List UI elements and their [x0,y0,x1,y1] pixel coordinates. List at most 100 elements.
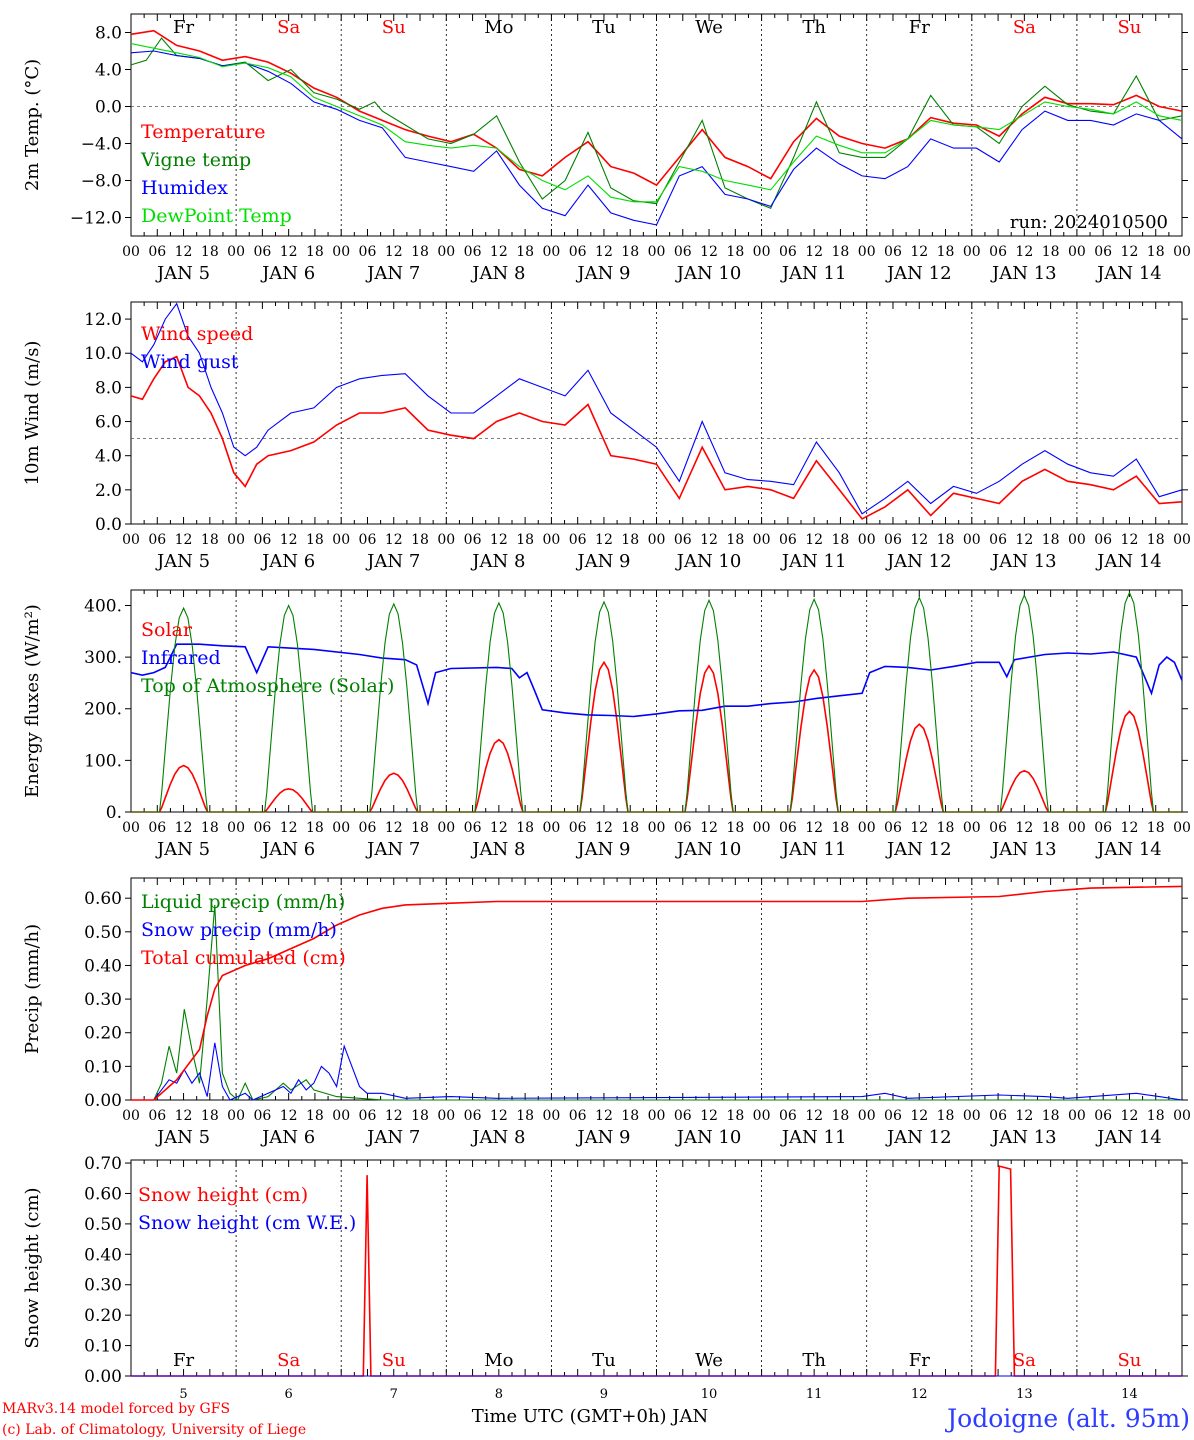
hour-tick-label: 18 [306,532,324,548]
hour-tick-label: 12 [700,820,718,836]
hour-tick-label: 00 [437,244,455,260]
date-label: JAN 8 [470,1127,525,1148]
panel-1: 8.0 4.0 0.0 −4.0 −8.0 −12.0 2m Temp. (°C) Tempe… [22,13,1191,284]
weekday-label: Su [382,1350,406,1371]
weekday-label: Sa [277,1350,300,1371]
hour-tick-label: 12 [385,820,403,836]
hour-tick-label: 18 [1042,244,1060,260]
hour-tick-label: 12 [490,820,508,836]
weekday-label: Th [802,1350,826,1371]
hour-tick-label: 12 [1121,820,1139,836]
y-tick-label: −12.0 [70,209,122,229]
date-label: JAN 10 [675,551,742,572]
weekday-label: Fr [909,1350,930,1371]
y-tick-label: −4.0 [81,135,122,155]
date-label: JAN 14 [1095,263,1162,284]
footer-station: Jodoigne (alt. 95m) [944,1404,1190,1433]
legend-entry: Humidex [141,177,228,199]
weekday-label: Su [1117,17,1141,38]
hour-tick-label: 06 [148,532,166,548]
series-line-red [130,29,1183,187]
hour-tick-label: 00 [332,1108,350,1124]
legend-entry: Wind speed [141,323,253,345]
hour-tick-label: 12 [910,820,928,836]
panels: 8.0 4.0 0.0 −4.0 −8.0 −12.0 2m Temp. (°C) Tempe… [22,13,1191,1402]
y-tick-label: 0.50 [84,1215,122,1235]
date-label: JAN 11 [780,839,847,860]
hour-tick-label: 06 [253,1108,271,1124]
panel-2: 12.0 10.0 8.0 6.0 4.0 2.0 0.0 10m Wind (m/s) Win… [22,301,1191,572]
hour-tick-label: 18 [201,1108,219,1124]
y-tick-label: 12.0 [84,310,122,330]
date-label: JAN 7 [365,551,420,572]
hour-tick-label: 00 [227,1108,245,1124]
date-label: JAN 9 [575,263,630,284]
date-label: JAN 12 [885,551,952,572]
hour-tick-label: 00 [648,532,666,548]
weekday-label: Th [802,17,826,38]
hour-tick-label: 12 [700,244,718,260]
hour-tick-label: 18 [516,1108,534,1124]
hour-tick-label: 00 [753,244,771,260]
hour-tick-label: 00 [858,532,876,548]
date-label: JAN 13 [990,839,1057,860]
y-tick-label: 0.0 [95,98,122,118]
hour-tick-label: 18 [726,820,744,836]
hour-tick-label: 00 [858,820,876,836]
hour-tick-label: 06 [989,244,1007,260]
weekday-label: We [695,1350,723,1371]
hour-tick-label: 06 [1094,820,1112,836]
hour-tick-label: 12 [1015,244,1033,260]
hour-tick-label: 12 [700,532,718,548]
hour-tick-label: 06 [674,244,692,260]
date-label: JAN 6 [260,551,315,572]
day-number-label: 11 [806,1387,823,1402]
legend-entry: Infrared [141,647,221,669]
date-label: JAN 7 [365,1127,420,1148]
hour-tick-label: 06 [569,820,587,836]
series-line-blue [130,302,1183,515]
hour-tick-label: 00 [542,1108,560,1124]
y-tick-label: −8.0 [81,172,122,192]
y-tick-label: 0.20 [84,1024,122,1044]
date-label: JAN 12 [885,1127,952,1148]
hour-tick-label: 00 [648,1108,666,1124]
hour-tick-label: 18 [306,1108,324,1124]
date-label: JAN 6 [260,1127,315,1148]
hour-tick-label: 00 [753,532,771,548]
hour-tick-label: 00 [963,820,981,836]
y-tick-label: 200. [84,700,122,720]
y-tick-label: 0.00 [84,1091,122,1111]
panel-3: 400. 300. 200. 100. 0. Energy fluxes (W/m²) So… [22,589,1191,860]
hour-tick-label: 12 [910,532,928,548]
series-line-green [130,37,1183,210]
series-line-red [130,355,1183,520]
date-label: JAN 14 [1095,1127,1162,1148]
hour-tick-label: 18 [621,532,639,548]
hour-tick-label: 06 [674,532,692,548]
hour-tick-label: 12 [280,820,298,836]
hour-tick-label: 06 [1094,1108,1112,1124]
hour-tick-label: 06 [779,1108,797,1124]
hour-tick-label: 12 [595,1108,613,1124]
hour-tick-label: 00 [648,820,666,836]
date-label: JAN 5 [155,839,210,860]
hour-tick-label: 18 [621,1108,639,1124]
hour-tick-label: 12 [490,1108,508,1124]
hour-tick-label: 06 [779,532,797,548]
hour-tick-label: 12 [175,244,193,260]
hour-tick-label: 06 [1094,532,1112,548]
hour-tick-label: 12 [385,244,403,260]
hour-tick-label: 06 [253,244,271,260]
hour-tick-label: 18 [306,244,324,260]
hour-tick-label: 12 [1015,820,1033,836]
day-number-label: 13 [1016,1387,1033,1402]
hour-tick-label: 18 [832,532,850,548]
hour-tick-label: 00 [227,244,245,260]
hour-tick-label: 12 [385,1108,403,1124]
hour-tick-label: 18 [1147,820,1165,836]
hour-tick-label: 00 [227,820,245,836]
y-tick-label: 0.10 [84,1337,122,1357]
hour-tick-label: 18 [201,820,219,836]
date-label: JAN 5 [155,551,210,572]
